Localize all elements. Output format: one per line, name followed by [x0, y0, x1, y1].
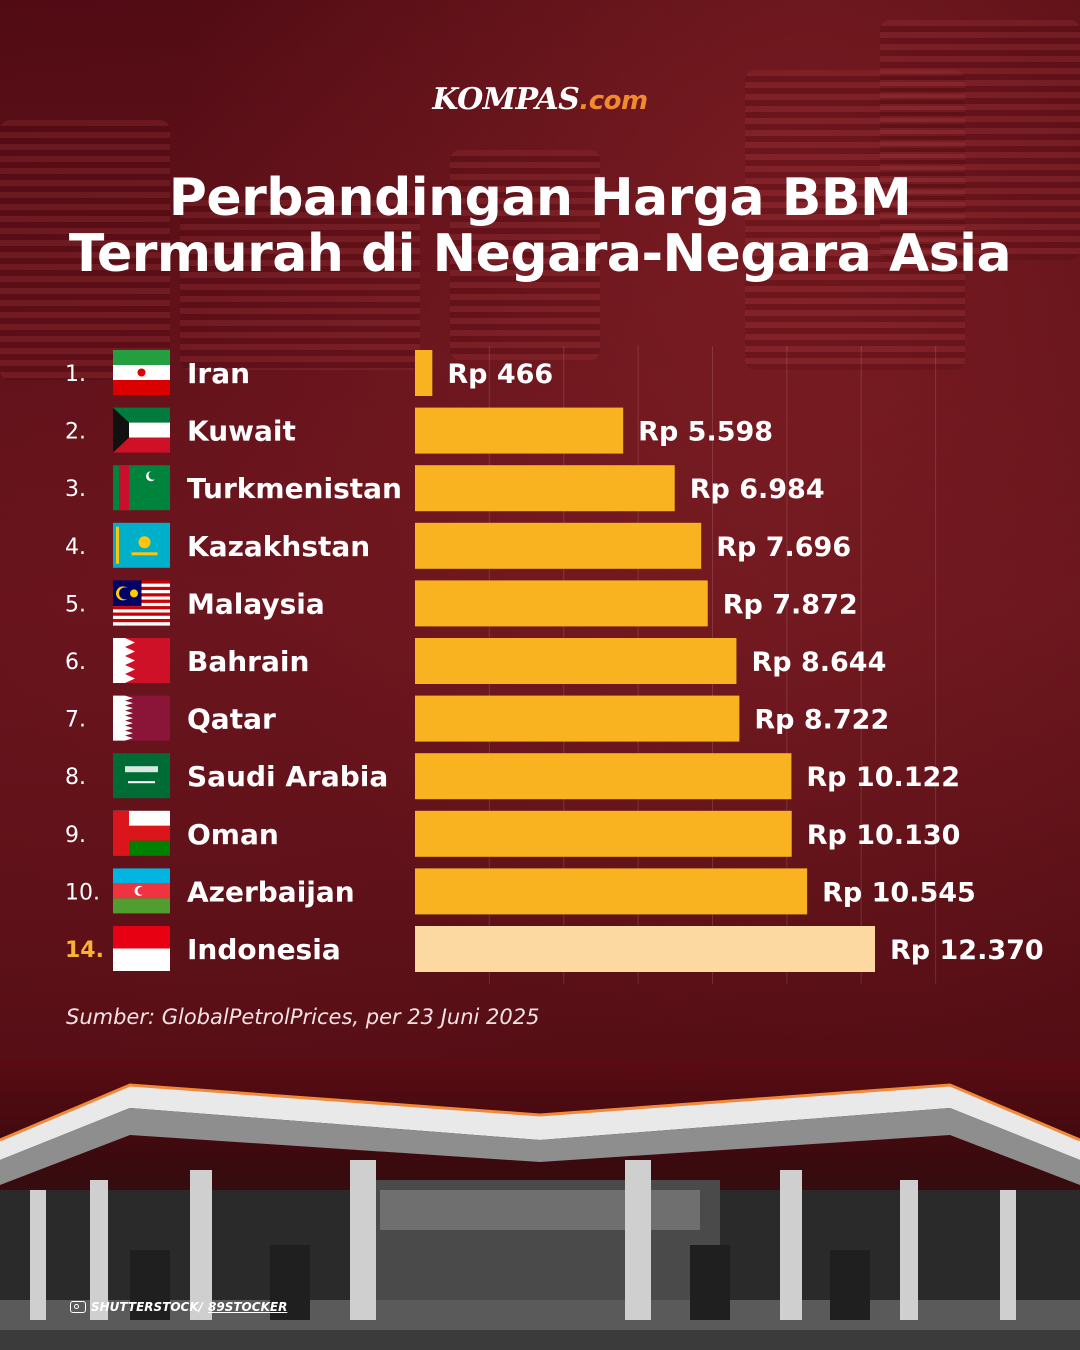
bar: [415, 638, 737, 684]
bar: [415, 522, 702, 569]
chart-row: 3. Turkmenistan Rp 6.984: [65, 465, 825, 512]
gas-station-photo: [0, 1060, 1080, 1350]
rank-label: 2.: [65, 420, 86, 445]
kazakhstan-flag: [113, 522, 170, 568]
rank-label: 5.: [65, 592, 86, 617]
bar: [415, 407, 624, 454]
kuwait-flag: [113, 407, 170, 453]
bar: [415, 926, 875, 972]
turkmenistan-flag: [113, 465, 170, 511]
bar: [415, 580, 708, 627]
country-label: Oman: [187, 818, 279, 851]
chart-row: 9. Oman Rp 10.130: [65, 810, 961, 857]
country-label: Malaysia: [187, 587, 325, 620]
rank-label: 1.: [65, 362, 86, 387]
value-label: Rp 7.872: [723, 589, 858, 620]
value-label: Rp 10.545: [822, 877, 976, 908]
azerbaijan-flag: [113, 868, 170, 914]
rank-label: 6.: [65, 650, 86, 675]
coin-stack-decoration: [180, 200, 420, 370]
value-label: Rp 12.370: [890, 935, 1044, 966]
coin-stack-decoration: [745, 70, 965, 370]
qatar-flag: [113, 695, 170, 741]
country-label: Kazakhstan: [187, 530, 370, 563]
bar: [415, 350, 433, 396]
bahrain-flag: [113, 638, 170, 683]
country-label: Azerbaijan: [187, 875, 355, 908]
value-label: Rp 10.122: [806, 762, 960, 793]
coin-stack-decoration: [0, 120, 170, 380]
bar: [415, 868, 808, 915]
chart-row: 1. Iran Rp 466: [65, 350, 553, 396]
value-label: Rp 466: [447, 359, 553, 390]
coin-stack-decoration: [450, 150, 600, 360]
bar: [415, 753, 792, 800]
value-label: Rp 8.722: [754, 705, 889, 736]
rank-label: 10.: [65, 880, 100, 905]
chart-row: 7. Qatar Rp 8.722: [65, 695, 889, 742]
indonesia-flag: [113, 926, 170, 971]
saudi-arabia-flag: [113, 753, 170, 799]
title-line-2: Termurah di Negara-Negara Asia: [68, 224, 1012, 284]
value-label: Rp 5.598: [638, 417, 773, 448]
page-title: Perbandingan Harga BBM Termurah di Negar…: [0, 170, 1080, 282]
country-label: Kuwait: [187, 415, 296, 448]
bar: [415, 695, 740, 742]
brand-logo: KOMPAS.com: [432, 82, 648, 117]
bar: [415, 810, 792, 857]
rank-label: 8.: [65, 765, 86, 790]
coin-stack-decoration: [880, 20, 1080, 260]
rank-label: 4.: [65, 535, 86, 560]
value-label: Rp 7.696: [716, 532, 851, 563]
rank-label: 3.: [65, 477, 86, 502]
country-label: Qatar: [187, 703, 276, 736]
value-label: Rp 10.130: [807, 820, 961, 851]
iran-flag: [113, 350, 170, 395]
value-label: Rp 8.644: [751, 647, 886, 678]
chart-row: 8. Saudi Arabia Rp 10.122: [65, 753, 960, 800]
photo-credit: SHUTTERSTOCK/89STOCKER: [70, 1300, 287, 1314]
chart-row: 5. Malaysia Rp 7.872: [65, 580, 858, 627]
chart-row: 6. Bahrain Rp 8.644: [65, 638, 886, 684]
bar: [415, 465, 675, 512]
rank-label: 14.: [65, 938, 104, 963]
chart-row: 10. Azerbaijan Rp 10.545: [65, 868, 976, 915]
chart-row: 4. Kazakhstan Rp 7.696: [65, 522, 851, 569]
malaysia-flag: [113, 580, 170, 626]
rank-label: 9.: [65, 823, 86, 848]
rank-label: 7.: [65, 708, 86, 733]
chart-row: 14. Indonesia Rp 12.370: [65, 926, 1044, 972]
chart-row: 2. Kuwait Rp 5.598: [65, 407, 773, 454]
country-label: Indonesia: [187, 933, 341, 966]
value-label: Rp 6.984: [690, 474, 825, 505]
country-label: Iran: [187, 357, 250, 390]
country-label: Turkmenistan: [187, 472, 402, 505]
oman-flag: [113, 810, 170, 856]
camera-icon: [70, 1301, 86, 1313]
country-label: Bahrain: [187, 645, 309, 678]
country-label: Saudi Arabia: [187, 760, 388, 793]
source-note: Sumber: GlobalPetrolPrices, per 23 Juni …: [66, 1005, 540, 1029]
title-line-1: Perbandingan Harga BBM: [168, 168, 912, 228]
